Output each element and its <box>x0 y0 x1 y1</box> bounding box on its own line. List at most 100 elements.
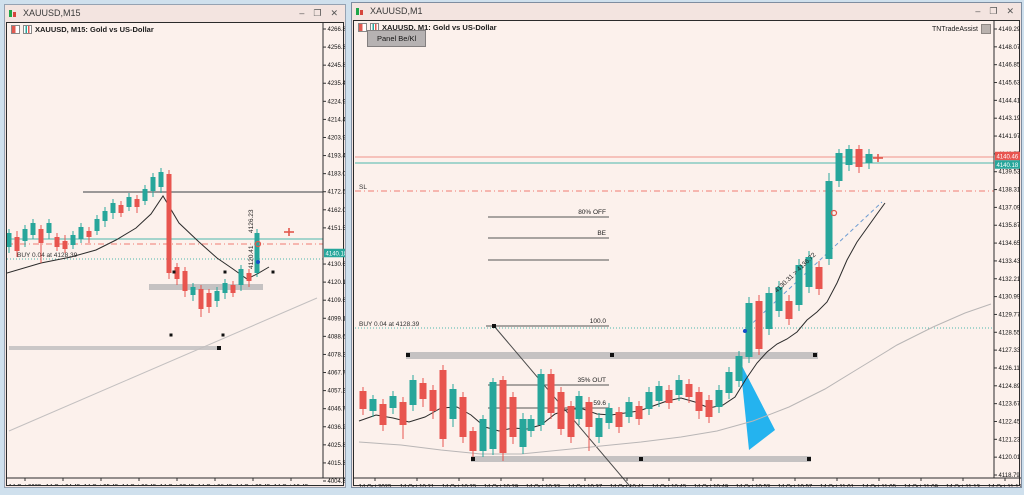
svg-text:14 Oct 08:45: 14 Oct 08:45 <box>198 485 233 486</box>
svg-text:4145.63: 4145.63 <box>999 81 1021 87</box>
svg-text:4149.29: 4149.29 <box>999 27 1021 33</box>
close-icon[interactable]: ✕ <box>1006 6 1014 16</box>
svg-text:4203.96: 4203.96 <box>328 135 346 141</box>
current-price-tag <box>324 248 345 258</box>
svg-text:4144.41: 4144.41 <box>999 98 1021 104</box>
svg-text:4109.64: 4109.64 <box>328 298 346 304</box>
axes-layer: 4266.84 4256.36 4245.88 4235.40 4224.92 4214.… <box>7 23 345 485</box>
m1-chart-canvas[interactable]: SL BUY 0.04 at 4128.39 80% OFF BE 100.0 35% O… <box>354 21 1021 487</box>
svg-text:35% OUT: 35% OUT <box>577 377 606 384</box>
svg-text:14 Oct 10:37: 14 Oct 10:37 <box>568 485 603 488</box>
svg-text:4133.43: 4133.43 <box>999 259 1021 265</box>
svg-text:4120.01: 4120.01 <box>999 455 1021 461</box>
svg-text:14 Oct 10:41: 14 Oct 10:41 <box>610 485 645 488</box>
price-annotation: 4126.23 <box>248 209 255 233</box>
svg-text:14 Oct 10:33: 14 Oct 10:33 <box>526 485 561 488</box>
restore-icon[interactable]: ❐ <box>313 8 322 18</box>
svg-text:14 Oct 10:45: 14 Oct 10:45 <box>274 485 309 486</box>
svg-text:4130.99: 4130.99 <box>999 295 1021 301</box>
trade-assist-label: TNTradeAssist <box>931 25 978 33</box>
window-title-m15: XAUUSD,M15 <box>23 8 81 18</box>
svg-text:4127.33: 4127.33 <box>999 348 1021 354</box>
svg-text:4126.11: 4126.11 <box>999 366 1021 372</box>
markers-layer <box>743 154 883 333</box>
svg-text:4128.55: 4128.55 <box>999 330 1021 336</box>
svg-text:14 Oct 11:13: 14 Oct 11:13 <box>946 485 981 488</box>
svg-text:14 Oct 11:17: 14 Oct 11:17 <box>988 485 1021 488</box>
chart-window-icon <box>8 8 19 19</box>
current-price-tag <box>995 151 1020 161</box>
signal-arrow <box>740 362 775 450</box>
svg-text:4143.19: 4143.19 <box>999 116 1021 122</box>
svg-text:4004.84: 4004.84 <box>328 479 346 485</box>
price-annotation: 4120.41 <box>248 245 255 269</box>
svg-text:4235.40: 4235.40 <box>328 81 346 87</box>
trade-assist-icon[interactable] <box>981 24 991 34</box>
svg-text:14 Oct 10:21: 14 Oct 10:21 <box>400 485 435 488</box>
minimize-icon[interactable]: – <box>975 6 981 16</box>
svg-text:14 Oct 11:05: 14 Oct 11:05 <box>862 485 897 488</box>
close-icon[interactable]: ✕ <box>330 8 338 18</box>
trendlines-layer <box>492 201 883 487</box>
svg-text:4256.36: 4256.36 <box>328 45 346 51</box>
svg-text:4121.23: 4121.23 <box>999 437 1021 443</box>
panel-toggle-button[interactable]: Panel Be/Kl <box>367 30 427 47</box>
svg-text:14 Oct 10:57: 14 Oct 10:57 <box>778 485 813 488</box>
svg-text:14 Oct 11:09: 14 Oct 11:09 <box>904 485 939 488</box>
svg-text:4120.12: 4120.12 <box>328 280 346 286</box>
svg-text:14 Oct 11:01: 14 Oct 11:01 <box>820 485 855 488</box>
ma-layer <box>7 195 270 280</box>
svg-text:4183.00: 4183.00 <box>328 172 346 178</box>
svg-text:4015.32: 4015.32 <box>328 461 346 467</box>
svg-text:4122.45: 4122.45 <box>999 419 1021 425</box>
chart-symbol-label-m1: XAUUSD, M1: Gold vs US-Dollar <box>382 23 497 32</box>
svg-text:4266.84: 4266.84 <box>328 27 346 33</box>
svg-text:14 Oct 09:45: 14 Oct 09:45 <box>236 485 271 486</box>
svg-text:4151.56: 4151.56 <box>328 226 346 232</box>
svg-text:4130.60: 4130.60 <box>328 262 346 268</box>
titlebar-m1[interactable]: XAUUSD,M1 – ❐ ✕ <box>352 3 1021 19</box>
axes-layer: 4149.29 4148.07 4146.85 4145.63 4144.41 4143.… <box>354 21 1021 487</box>
restore-icon[interactable]: ❐ <box>989 6 998 16</box>
svg-text:4140.18: 4140.18 <box>997 163 1019 169</box>
svg-text:4140.46: 4140.46 <box>997 154 1019 160</box>
candles-layer <box>359 145 873 461</box>
svg-text:4135.87: 4135.87 <box>999 223 1021 229</box>
svg-text:4139.53: 4139.53 <box>999 170 1021 176</box>
svg-text:4140.18: 4140.18 <box>326 251 346 257</box>
chart-window-m1[interactable]: XAUUSD,M1 – ❐ ✕ XAUUSD, M1: Gold vs US-D… <box>351 2 1022 488</box>
svg-text:4099.16: 4099.16 <box>328 316 346 322</box>
svg-text:4148.07: 4148.07 <box>999 45 1021 51</box>
svg-text:4123.67: 4123.67 <box>999 402 1021 408</box>
svg-text:14 Oct 2025: 14 Oct 2025 <box>359 485 392 488</box>
svg-text:14 Oct 2025: 14 Oct 2025 <box>9 485 42 486</box>
titlebar-m15[interactable]: XAUUSD,M15 – ❐ ✕ <box>5 5 345 21</box>
candlestick-icon <box>23 25 32 34</box>
chart-area-m1[interactable]: XAUUSD, M1: Gold vs US-Dollar TNTradeAss… <box>353 20 1021 487</box>
svg-text:14 Oct 05:45: 14 Oct 05:45 <box>84 485 119 486</box>
svg-text:14 Oct 10:29: 14 Oct 10:29 <box>484 485 519 488</box>
svg-text:4141.97: 4141.97 <box>999 134 1021 140</box>
svg-text:4025.80: 4025.80 <box>328 443 346 449</box>
symbol-grid-icon <box>11 25 20 34</box>
svg-text:4134.65: 4134.65 <box>999 241 1021 247</box>
minimize-icon[interactable]: – <box>299 8 305 18</box>
chart-window-m15[interactable]: XAUUSD,M15 – ❐ ✕ XAUUSD, M15: Gold vs US… <box>4 4 346 488</box>
zones-layer <box>9 284 263 350</box>
svg-text:4088.68: 4088.68 <box>328 334 346 340</box>
chart-area-m15[interactable]: XAUUSD, M15: Gold vs US-Dollar BUY 0.04 … <box>6 22 345 486</box>
hlines-layer: BUY 0.04 at 4128.39 <box>7 191 323 260</box>
svg-text:4129.77: 4129.77 <box>999 312 1021 318</box>
svg-text:4224.92: 4224.92 <box>328 99 346 105</box>
chart-window-icon <box>355 6 366 17</box>
window-title-m1: XAUUSD,M1 <box>370 6 423 16</box>
svg-text:SL: SL <box>359 184 367 191</box>
svg-text:100.0: 100.0 <box>590 318 607 325</box>
svg-text:4172.52: 4172.52 <box>328 190 346 196</box>
candles-layer <box>7 168 260 317</box>
svg-text:4118.79: 4118.79 <box>999 473 1021 479</box>
svg-text:BUY 0.04 at 4128.39: BUY 0.04 at 4128.39 <box>359 321 420 328</box>
markers-layer <box>169 228 294 337</box>
svg-text:4057.24: 4057.24 <box>328 389 346 395</box>
